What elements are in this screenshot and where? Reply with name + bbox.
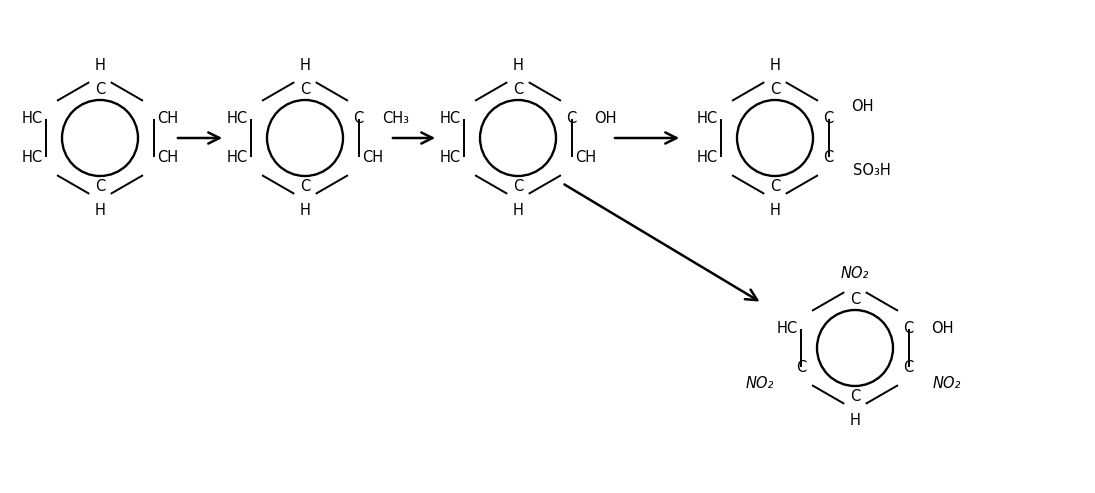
Text: CH₃: CH₃: [382, 110, 410, 126]
Text: HC: HC: [227, 110, 247, 126]
Text: H: H: [512, 203, 523, 218]
Text: CH: CH: [575, 150, 596, 165]
Text: C: C: [354, 110, 364, 126]
Text: C: C: [566, 110, 577, 126]
Text: C: C: [512, 179, 523, 194]
Text: C: C: [770, 179, 780, 194]
Text: HC: HC: [440, 150, 461, 165]
Text: H: H: [770, 58, 781, 73]
Text: OH: OH: [593, 110, 616, 126]
Text: C: C: [95, 179, 105, 194]
Text: C: C: [512, 82, 523, 97]
Text: C: C: [95, 82, 105, 97]
Text: C: C: [903, 360, 913, 375]
Text: NO₂: NO₂: [933, 377, 961, 391]
Text: HC: HC: [696, 150, 718, 165]
Text: CH: CH: [157, 110, 178, 126]
Text: CH: CH: [362, 150, 383, 165]
Text: C: C: [823, 150, 833, 165]
Text: H: H: [300, 58, 311, 73]
Text: OH: OH: [931, 320, 953, 336]
Text: HC: HC: [22, 110, 43, 126]
Text: C: C: [850, 389, 861, 404]
Text: HC: HC: [696, 110, 718, 126]
Text: H: H: [850, 413, 861, 428]
Text: C: C: [823, 110, 833, 126]
Text: NO₂: NO₂: [746, 377, 774, 391]
Text: C: C: [903, 320, 913, 336]
Text: HC: HC: [440, 110, 461, 126]
Text: H: H: [94, 58, 105, 73]
Text: HC: HC: [22, 150, 43, 165]
Text: C: C: [300, 179, 310, 194]
Text: C: C: [770, 82, 780, 97]
Text: OH: OH: [851, 100, 873, 114]
Text: C: C: [300, 82, 310, 97]
Text: C: C: [850, 292, 861, 307]
Text: SO₃H: SO₃H: [853, 163, 890, 178]
Text: H: H: [300, 203, 311, 218]
Text: HC: HC: [227, 150, 247, 165]
Text: NO₂: NO₂: [841, 266, 869, 281]
Text: CH: CH: [157, 150, 178, 165]
Text: C: C: [796, 360, 807, 375]
Text: HC: HC: [776, 320, 798, 336]
Text: H: H: [512, 58, 523, 73]
Text: H: H: [94, 203, 105, 218]
Text: H: H: [770, 203, 781, 218]
